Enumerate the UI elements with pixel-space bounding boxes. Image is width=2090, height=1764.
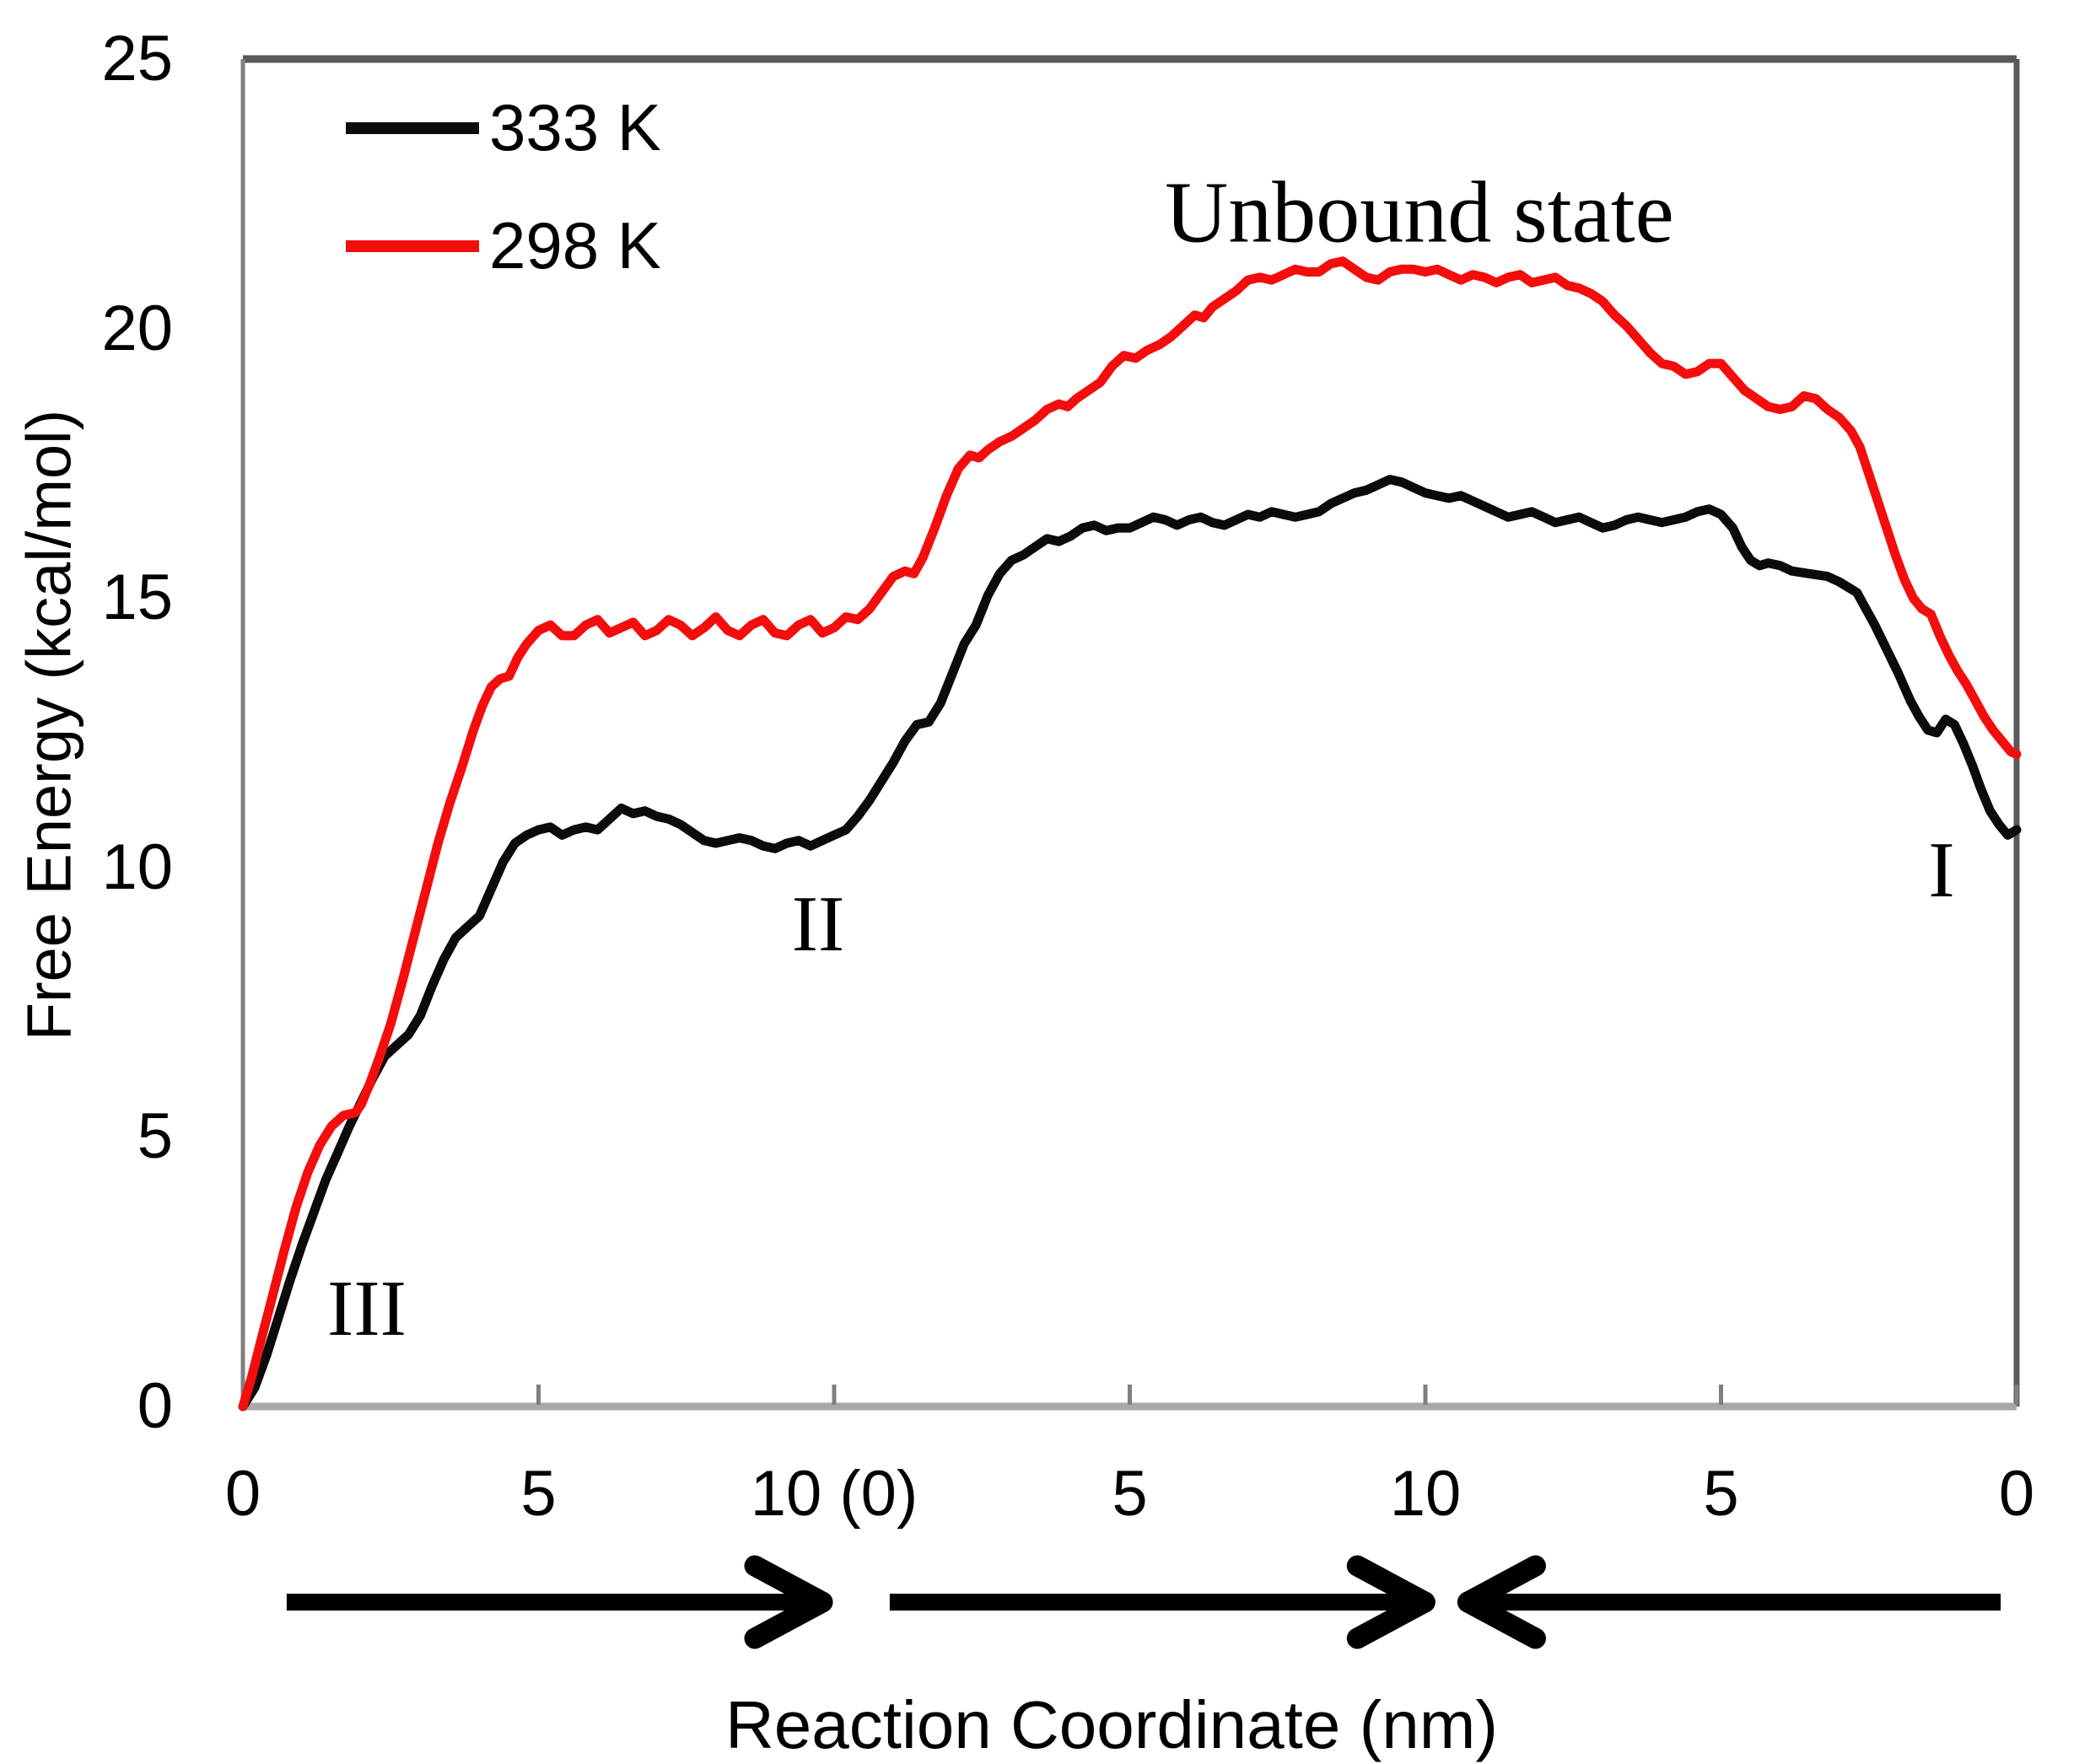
arrow-head-upper <box>1346 1555 1436 1613</box>
pulling-arrow-1-right <box>286 1555 833 1649</box>
pulling-arrow-2-right <box>889 1555 1436 1649</box>
region-i-annotation: I <box>1928 826 1955 914</box>
arrow-head-lower <box>1457 1591 1546 1649</box>
unbound-state-annotation: Unbound state <box>1165 164 1674 261</box>
x-tick-label: 5 <box>520 1458 557 1530</box>
x-tick-label: 5 <box>1112 1458 1148 1530</box>
curves-group <box>238 256 2022 1412</box>
x-tick-label: 10 <box>1389 1458 1462 1530</box>
x-axis-ticks <box>240 1385 2019 1405</box>
region-iii-annotation: III <box>327 1265 407 1353</box>
arrow-head-lower <box>744 1591 833 1649</box>
arrow-head-upper <box>1457 1555 1546 1613</box>
legend-label-298k: 298 K <box>489 208 661 282</box>
curve-333-k <box>238 475 2022 1412</box>
y-tick-label: 0 <box>137 1370 173 1442</box>
y-tick-label: 25 <box>101 23 173 94</box>
arrow-head-lower <box>1346 1591 1436 1649</box>
x-tick-label: 0 <box>1998 1458 2035 1530</box>
x-tick-label: 5 <box>1703 1458 1739 1530</box>
pulling-arrow-3-left <box>1457 1555 2001 1649</box>
y-tick-label: 15 <box>101 562 173 634</box>
curve-298-k <box>238 256 2022 1412</box>
x-tick-label: 10 (0) <box>750 1458 918 1530</box>
region-ii-annotation: II <box>791 880 845 968</box>
y-axis-title: Free Energy (kcal/mol) <box>13 409 84 1041</box>
legend-label-333k: 333 K <box>489 90 661 164</box>
direction-arrows-group <box>286 1555 2001 1649</box>
y-tick-label: 5 <box>137 1100 173 1173</box>
x-tick-label: 0 <box>224 1458 261 1530</box>
y-tick-label: 10 <box>101 831 173 903</box>
y-tick-label: 20 <box>101 292 173 364</box>
arrow-head-upper <box>744 1555 833 1613</box>
x-axis-title: Reaction Coordinate (nm) <box>725 1687 1498 1762</box>
